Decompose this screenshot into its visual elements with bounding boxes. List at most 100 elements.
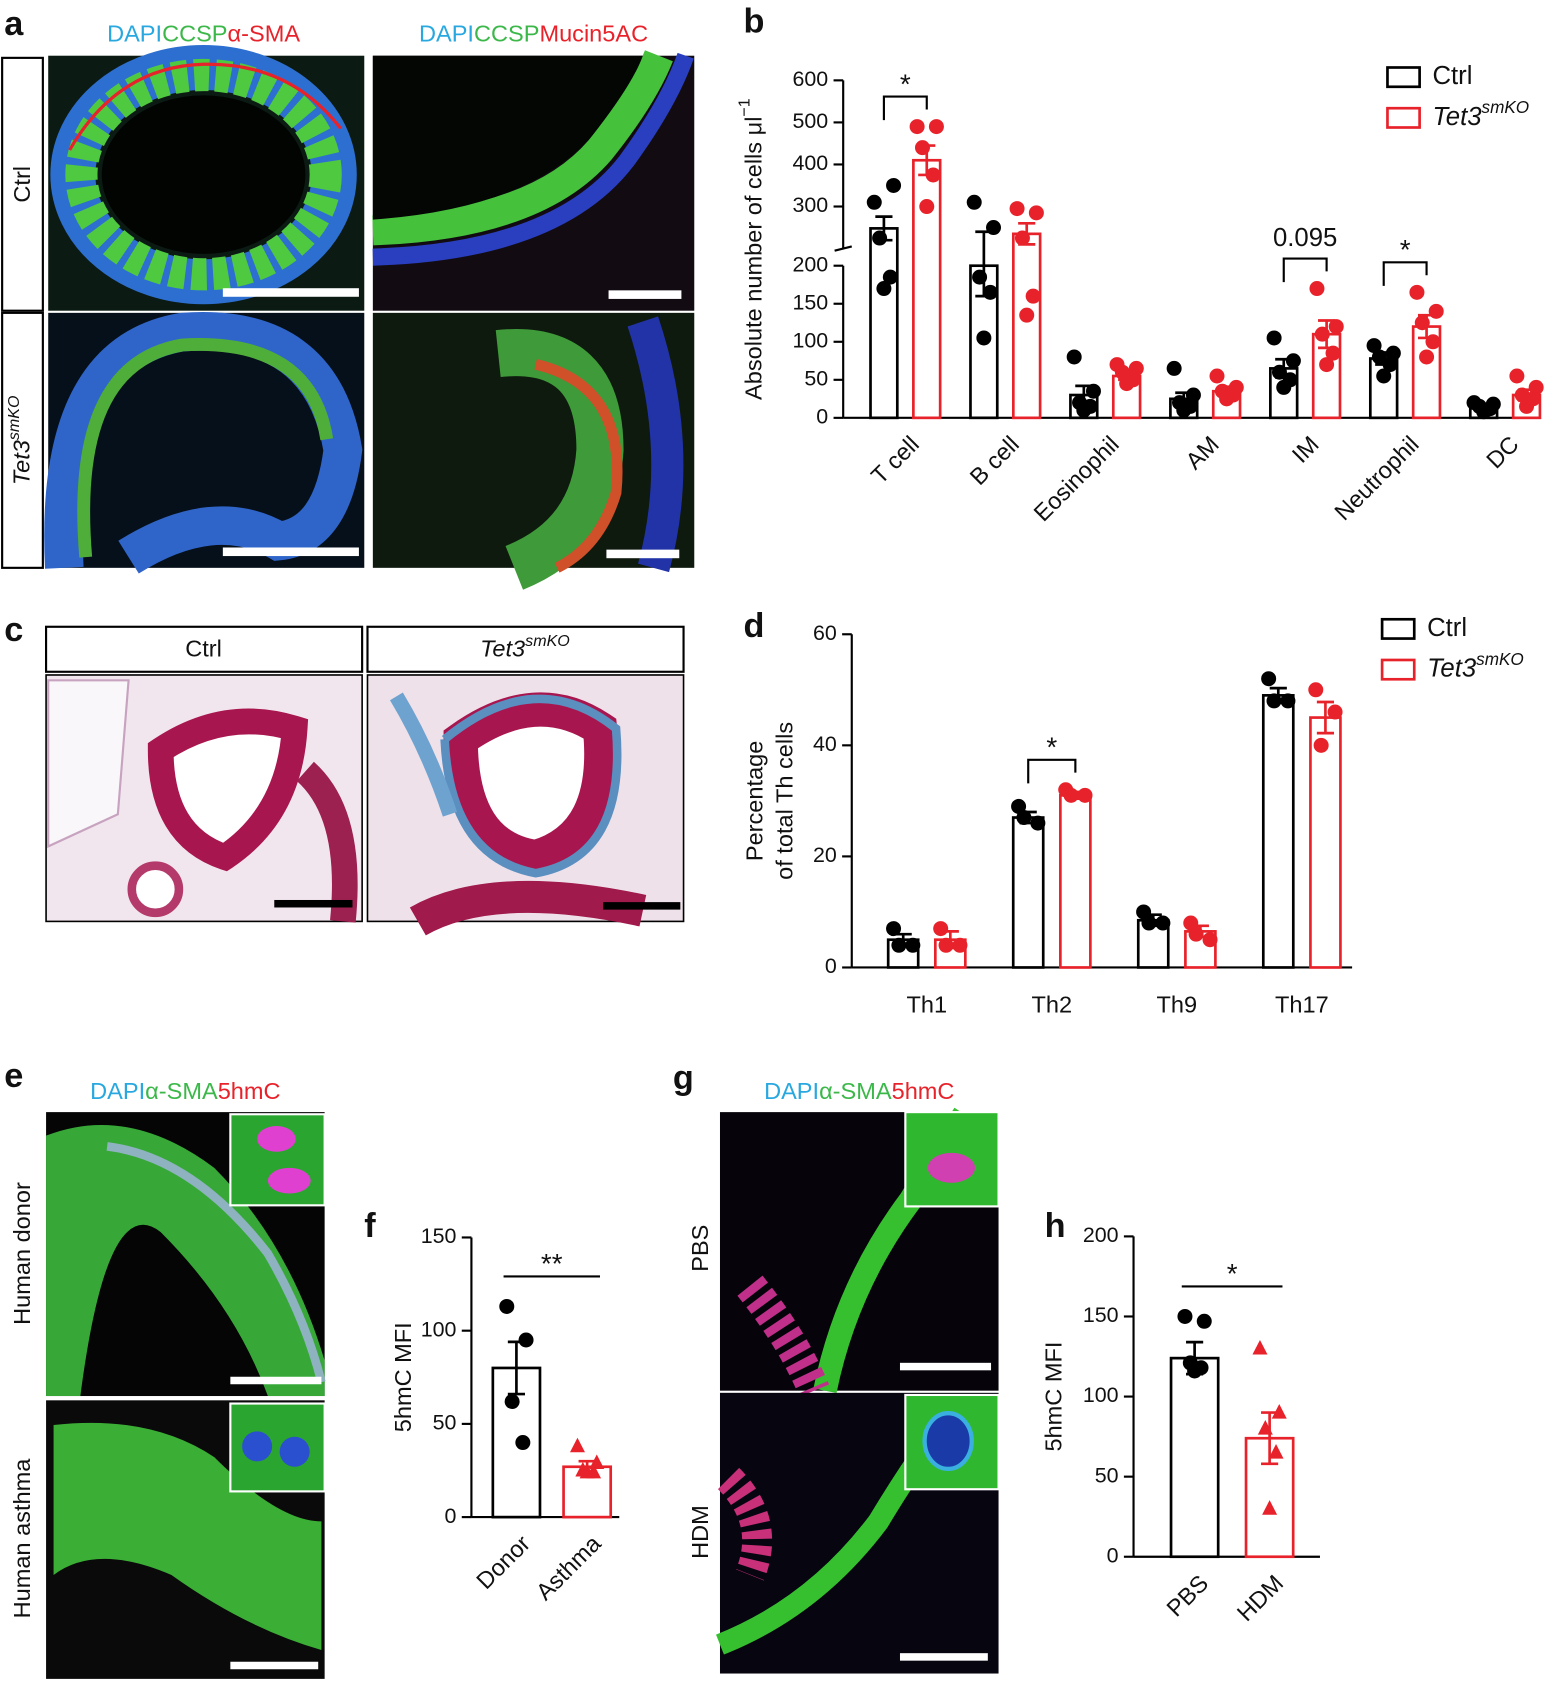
- micrograph: [46, 1400, 326, 1679]
- data-point: [1119, 376, 1135, 392]
- row-box: [1, 311, 44, 569]
- y-tick-label: 200: [1083, 1223, 1119, 1247]
- bar: [1261, 694, 1295, 969]
- x-tick-label: Neutrophil: [1329, 431, 1423, 525]
- data-point: [905, 937, 921, 953]
- data-point: [1025, 288, 1041, 304]
- y-tick-label: 50: [804, 366, 828, 390]
- legend-name: Tet3: [1432, 103, 1482, 131]
- legend-name-sup: smKO: [1476, 649, 1524, 669]
- panel-label: b: [744, 3, 765, 41]
- y-axis-label: Absolute number of cells μl−1: [736, 98, 767, 400]
- x-tick-label: Th2: [1031, 991, 1072, 1017]
- bar: [1011, 816, 1045, 969]
- legend-label: Tet3smKO: [1432, 97, 1529, 131]
- data-point: [1176, 402, 1192, 418]
- data-point: [1376, 368, 1392, 384]
- y-tick-label: 60: [813, 621, 837, 645]
- data-point: [882, 269, 898, 285]
- data-point: [1188, 926, 1204, 942]
- y-tick-label: 300: [792, 193, 828, 217]
- data-point: [1266, 330, 1282, 346]
- micrograph: [719, 1107, 1000, 1397]
- data-point: [1271, 364, 1287, 380]
- data-point: [1063, 787, 1079, 803]
- micrograph: [45, 674, 363, 923]
- x-tick-label: Eosinophil: [1029, 431, 1124, 526]
- significance-bracket: [1282, 257, 1328, 283]
- row-label: Tet3smKO: [5, 395, 35, 485]
- data-point: [1371, 349, 1387, 365]
- data-point: [886, 921, 902, 937]
- data-point: [1266, 693, 1282, 709]
- x-tick-label: IM: [1287, 431, 1324, 468]
- data-point: [1414, 315, 1430, 331]
- bar: [1169, 1356, 1220, 1559]
- data-point: [1202, 932, 1218, 948]
- data-point: [1268, 1444, 1284, 1459]
- data-point: [1187, 1363, 1203, 1379]
- significance-bracket: [882, 95, 928, 121]
- micrograph: [46, 1112, 326, 1397]
- legend-swatch: [1380, 617, 1416, 640]
- data-point: [1476, 404, 1492, 420]
- y-axis-label-line: of total Th cells: [772, 722, 798, 880]
- data-point: [1016, 810, 1032, 826]
- legend-swatch: [1386, 106, 1421, 129]
- data-point: [891, 937, 907, 953]
- data-point: [1141, 915, 1157, 931]
- data-point: [1011, 798, 1027, 814]
- data-point: [1276, 379, 1292, 395]
- data-point: [1209, 368, 1225, 384]
- micrograph: [48, 44, 365, 311]
- data-point: [1136, 904, 1152, 920]
- data-point: [515, 1435, 531, 1451]
- data-point: [982, 284, 998, 300]
- data-point: [1425, 334, 1441, 350]
- y-tick-label: 600: [792, 67, 828, 91]
- data-point: [1319, 357, 1335, 373]
- data-point: [966, 194, 982, 210]
- data-point: [1196, 1313, 1212, 1329]
- x-tick-label: PBS: [1162, 1570, 1214, 1622]
- data-point: [1077, 787, 1093, 803]
- y-tick-label: 50: [433, 1411, 457, 1435]
- y-tick-label: 0: [825, 954, 837, 978]
- y-axis-label-text: 5hmC MFI: [1041, 1342, 1067, 1452]
- data-point: [933, 921, 949, 937]
- panel-label: h: [1045, 1207, 1066, 1245]
- y-tick-label: 0: [1107, 1543, 1119, 1567]
- y-tick-label: 0: [445, 1504, 457, 1528]
- legend-name: Tet3: [1427, 654, 1477, 682]
- y-tick-label: 500: [792, 109, 828, 133]
- data-point: [1252, 1339, 1268, 1355]
- bar: [1309, 716, 1342, 969]
- legend-label: Tet3smKO: [1427, 649, 1524, 683]
- data-point: [928, 119, 944, 135]
- stain-title: DAPICCSPα-SMA: [107, 21, 300, 47]
- data-point: [1155, 915, 1171, 931]
- significance-label: *: [1046, 731, 1057, 762]
- data-point: [1428, 303, 1444, 319]
- legend-name-sup: smKO: [1482, 97, 1530, 117]
- header-label: Tet3smKO: [480, 632, 570, 662]
- data-point: [1166, 360, 1182, 376]
- header-box: [366, 625, 685, 673]
- data-point: [866, 194, 882, 210]
- row-label: HDM: [687, 1505, 713, 1559]
- y-tick-label: 200: [792, 252, 828, 276]
- data-point: [872, 230, 888, 246]
- y-axis-label-sup: −1: [736, 98, 754, 116]
- legend-label: Ctrl: [1432, 62, 1472, 90]
- stain-title: DAPIα-SMA5hmC: [764, 1078, 954, 1104]
- micrograph: [366, 674, 685, 936]
- data-point: [938, 937, 954, 953]
- y-axis-label: Percentage of total Th cells: [742, 722, 798, 880]
- y-axis-label: 5hmC MFI: [1041, 1342, 1067, 1452]
- data-point: [1262, 1500, 1278, 1515]
- bar: [1059, 793, 1092, 969]
- bar: [1011, 232, 1042, 420]
- significance-bracket: [1027, 758, 1077, 784]
- data-point: [1519, 398, 1535, 414]
